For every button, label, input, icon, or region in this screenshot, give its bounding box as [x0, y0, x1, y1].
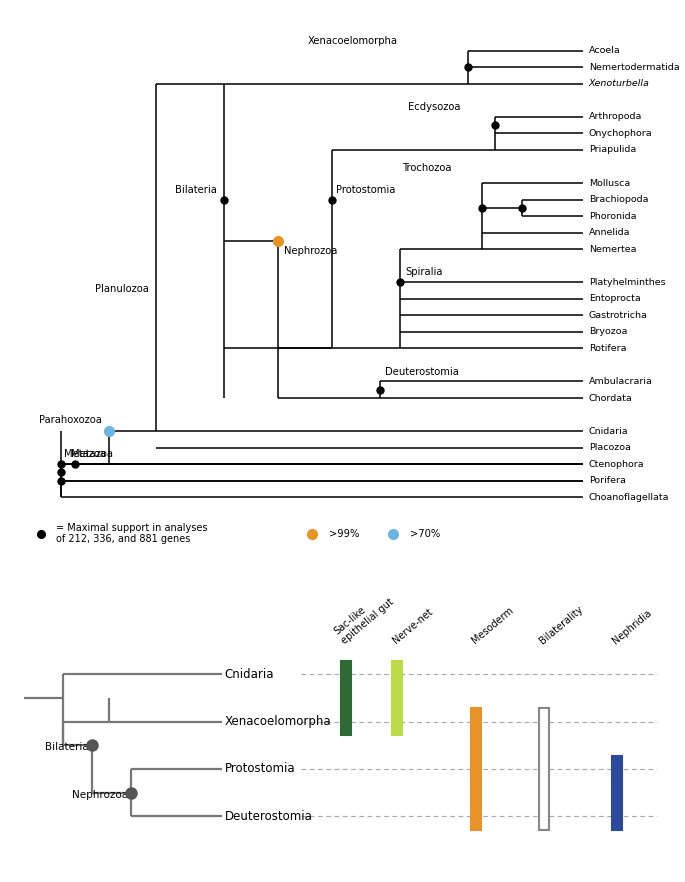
- Text: Brachiopoda: Brachiopoda: [588, 195, 648, 204]
- Text: Cnidaria: Cnidaria: [225, 668, 274, 681]
- Text: Rotifera: Rotifera: [588, 344, 626, 353]
- Text: Annelida: Annelida: [588, 228, 630, 237]
- Text: Protostomia: Protostomia: [225, 762, 295, 775]
- Text: Ambulacraria: Ambulacraria: [588, 377, 653, 386]
- Text: Nephrozoa: Nephrozoa: [72, 789, 128, 800]
- Text: Ctenophora: Ctenophora: [588, 460, 645, 468]
- Text: Gastrotricha: Gastrotricha: [588, 310, 647, 320]
- Text: Placozoa: Placozoa: [588, 443, 631, 452]
- Text: Sac-like
epithelial gut: Sac-like epithelial gut: [332, 587, 395, 646]
- Text: Xenacoelomorpha: Xenacoelomorpha: [308, 36, 398, 46]
- Text: Phoronida: Phoronida: [588, 212, 636, 220]
- Text: Entoprocta: Entoprocta: [588, 295, 640, 303]
- Text: >70%: >70%: [410, 528, 440, 539]
- Text: Choanoflagellata: Choanoflagellata: [588, 493, 669, 502]
- Text: Bilateria: Bilateria: [45, 743, 89, 752]
- Text: Planulozoa: Planulozoa: [95, 284, 149, 294]
- Text: Trochozoa: Trochozoa: [403, 163, 452, 173]
- Bar: [538, 708, 549, 830]
- Text: Bilaterality: Bilaterality: [537, 604, 584, 646]
- Text: Priapulida: Priapulida: [588, 146, 636, 154]
- Text: Bryozoa: Bryozoa: [588, 327, 627, 336]
- Text: Protostomia: Protostomia: [336, 184, 395, 195]
- Bar: [612, 756, 622, 830]
- Text: >99%: >99%: [329, 528, 360, 539]
- Text: Nephrozoa: Nephrozoa: [284, 246, 337, 256]
- Text: Onychophora: Onychophora: [588, 129, 652, 138]
- Text: Metazoa: Metazoa: [71, 449, 113, 460]
- Text: Chordata: Chordata: [588, 393, 632, 402]
- Text: = Maximal support in analyses
of 212, 336, and 881 genes: = Maximal support in analyses of 212, 33…: [56, 523, 208, 544]
- Text: Metazoa: Metazoa: [64, 449, 106, 460]
- Text: Arthropoda: Arthropoda: [588, 112, 642, 122]
- Text: Parahoxozoa: Parahoxozoa: [39, 415, 102, 425]
- Text: Nephridia: Nephridia: [611, 608, 653, 646]
- Text: Porifera: Porifera: [588, 476, 625, 485]
- Text: Mesoderm: Mesoderm: [469, 605, 515, 646]
- Text: Acoela: Acoela: [588, 46, 621, 56]
- Text: Nemertodermatida: Nemertodermatida: [588, 63, 680, 71]
- Text: Deuterostomia: Deuterostomia: [225, 810, 312, 823]
- Text: Deuterostomia: Deuterostomia: [385, 367, 459, 377]
- Text: Cnidaria: Cnidaria: [588, 427, 628, 436]
- Bar: [341, 661, 351, 735]
- Text: Xenoturbella: Xenoturbella: [588, 79, 649, 88]
- Text: Ecdysozoa: Ecdysozoa: [408, 102, 460, 112]
- Bar: [392, 661, 402, 735]
- Bar: [471, 708, 481, 830]
- Text: Bilateria: Bilateria: [175, 184, 217, 195]
- Text: Nemertea: Nemertea: [588, 244, 636, 254]
- Text: Xenacoelomorpha: Xenacoelomorpha: [225, 715, 331, 728]
- Text: Platyhelminthes: Platyhelminthes: [588, 278, 665, 287]
- Text: Nerve-net: Nerve-net: [390, 607, 434, 646]
- Text: Mollusca: Mollusca: [588, 178, 630, 188]
- Text: Spiralia: Spiralia: [406, 267, 443, 277]
